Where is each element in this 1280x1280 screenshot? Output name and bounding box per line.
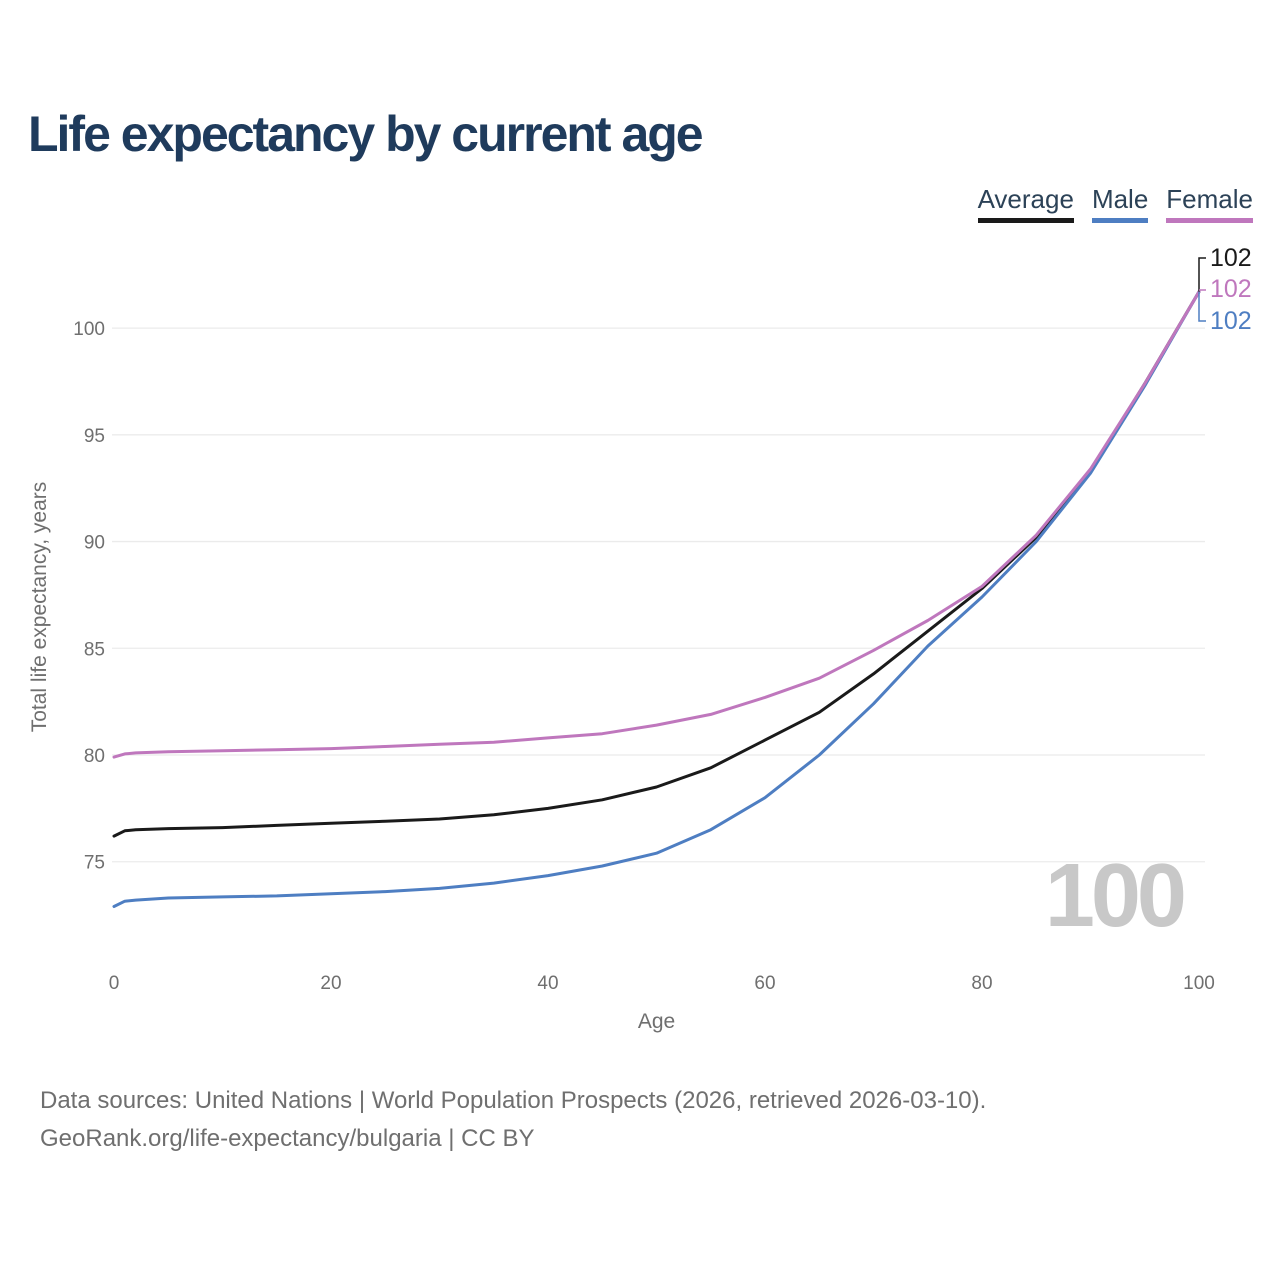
y-tick-label-100: 100 [73,319,105,340]
y-tick-label-85: 85 [84,639,105,660]
watermark-age-indicator: 100 [1045,846,1184,946]
end-value-label-average: 102 [1210,244,1252,272]
end-label-connector-average [1198,257,1206,292]
legend-item-male[interactable]: Male [1091,184,1149,223]
data-source-note: Data sources: United Nations | World Pop… [40,1082,986,1158]
x-tick-label-0: 0 [109,973,120,994]
legend: Average Male Female [977,184,1253,223]
x-tick-label-80: 80 [971,973,992,994]
x-axis-title: Age [638,1010,675,1033]
footer-line-1: Data sources: United Nations | World Pop… [40,1087,987,1114]
chart-title: Life expectancy by current age [28,106,704,162]
x-tick-label-40: 40 [537,973,558,994]
legend-item-female[interactable]: Female [1166,184,1253,223]
x-tick-label-100: 100 [1183,973,1215,994]
x-tick-label-60: 60 [754,973,775,994]
y-axis-title: Total life expectancy, years [28,482,51,733]
y-tick-label-90: 90 [84,533,105,554]
series-line-average [112,290,1201,838]
end-value-label-female: 102 [1210,275,1252,303]
x-tick-label-20: 20 [320,973,341,994]
end-value-label-male: 102 [1210,307,1252,335]
footer-line-2: GeoRank.org/life-expectancy/bulgaria | C… [40,1125,535,1152]
y-tick-label-80: 80 [84,746,105,767]
y-tick-label-75: 75 [84,853,105,874]
series-line-male [112,290,1201,908]
legend-item-average[interactable]: Average [977,184,1074,223]
y-tick-label-95: 95 [84,426,105,447]
series-line-female [112,290,1201,759]
end-label-connector-male [1198,291,1206,322]
